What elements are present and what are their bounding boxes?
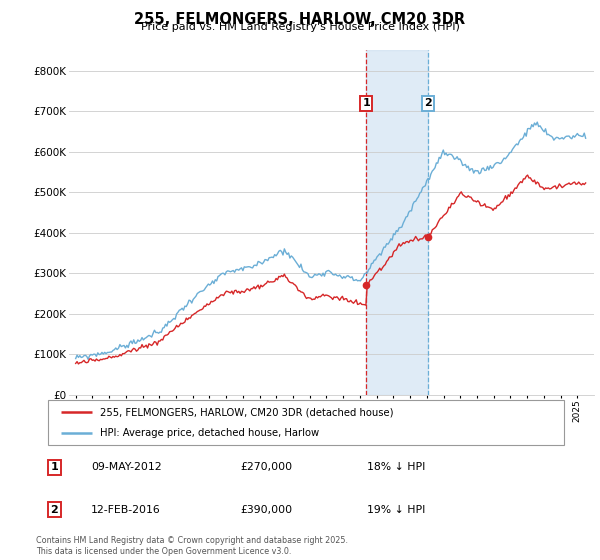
Text: HPI: Average price, detached house, Harlow: HPI: Average price, detached house, Harl… (100, 428, 319, 438)
Text: 255, FELMONGERS, HARLOW, CM20 3DR (detached house): 255, FELMONGERS, HARLOW, CM20 3DR (detac… (100, 408, 393, 418)
Text: 255, FELMONGERS, HARLOW, CM20 3DR: 255, FELMONGERS, HARLOW, CM20 3DR (134, 12, 466, 27)
Bar (366, 50, 428, 395)
Text: 12-FEB-2016: 12-FEB-2016 (91, 505, 161, 515)
Text: 1: 1 (50, 463, 58, 473)
Text: Price paid vs. HM Land Registry's House Price Index (HPI): Price paid vs. HM Land Registry's House … (140, 22, 460, 32)
Text: Contains HM Land Registry data © Crown copyright and database right 2025.
This d: Contains HM Land Registry data © Crown c… (36, 536, 348, 556)
Text: 2: 2 (424, 98, 432, 108)
Text: 09-MAY-2012: 09-MAY-2012 (91, 463, 162, 473)
Text: 2: 2 (50, 505, 58, 515)
Text: £270,000: £270,000 (240, 463, 292, 473)
Text: 18% ↓ HPI: 18% ↓ HPI (367, 463, 425, 473)
Text: 19% ↓ HPI: 19% ↓ HPI (367, 505, 425, 515)
Text: 1: 1 (362, 98, 370, 108)
FancyBboxPatch shape (48, 400, 564, 445)
Text: £390,000: £390,000 (240, 505, 292, 515)
